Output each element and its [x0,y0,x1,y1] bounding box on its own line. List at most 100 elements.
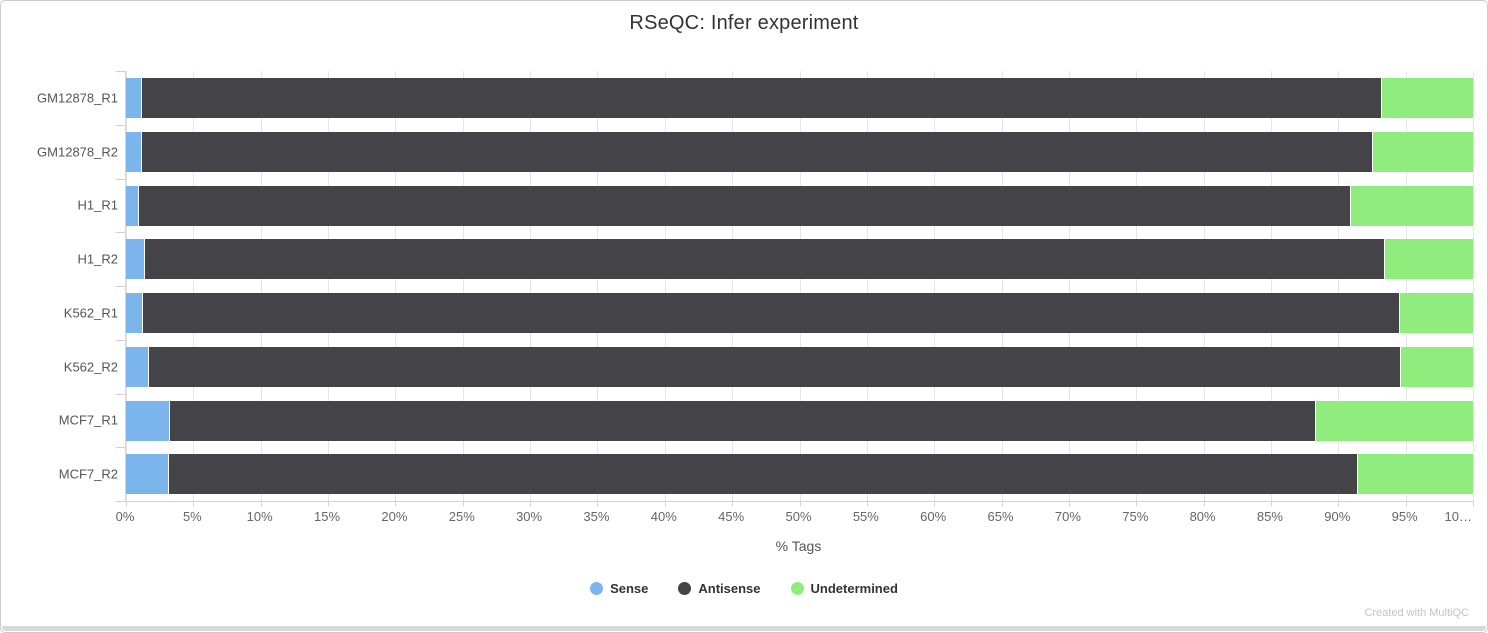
x-axis-tick-label: 35% [583,509,610,524]
gridline [328,71,330,501]
bar-segment-sense[interactable] [126,78,141,118]
x-axis-tick-label: 75% [1122,509,1149,524]
bar-segment-undetermined[interactable] [1384,239,1473,280]
bar-segment-sense[interactable] [126,185,139,226]
gridline [260,71,262,501]
legend-label: Sense [610,581,649,596]
y-axis-tick [116,178,126,180]
bar-segment-sense[interactable] [126,239,144,280]
x-axis-tick [866,501,868,506]
gridline [934,71,936,501]
bar-segment-undetermined[interactable] [1381,78,1473,118]
gridline [462,71,464,501]
gridline [1001,71,1003,501]
x-axis-tick [530,501,532,506]
bar-segment-undetermined[interactable] [1398,293,1473,333]
x-axis-tick [1068,501,1070,506]
x-axis-tick [1405,501,1407,506]
x-axis-tick [1001,501,1003,506]
legend-label: Antisense [698,581,761,596]
y-axis-tick [116,393,126,395]
bar-segment-antisense[interactable] [147,346,1401,387]
bar-segment-sense[interactable] [126,454,168,495]
stacked-bar [126,293,1473,333]
x-axis-tick-label: 10% [246,509,273,524]
y-axis-category-label: GM12878_R2 [37,144,118,160]
bar-row: K562_R2 [64,339,1473,394]
x-axis-tick [1136,501,1138,506]
bar-segment-undetermined[interactable] [1315,400,1473,441]
x-axis-tick [328,501,330,506]
bar-segment-antisense[interactable] [140,78,1382,118]
stacked-bar [126,346,1473,387]
x-axis-tick [799,501,801,506]
legend-item-sense[interactable]: Sense [590,581,648,596]
gridline [597,71,599,501]
multiqc-credit: Created with MultiQC [1364,607,1469,619]
x-axis-tick [664,501,666,506]
bar-segment-antisense[interactable] [143,239,1385,280]
gridline [395,71,397,501]
x-axis-tick [1270,501,1272,506]
bar-segment-sense[interactable] [126,346,148,387]
gridline [1473,71,1474,501]
y-axis-tick [116,339,126,341]
y-axis-tick [116,447,126,449]
gridline [530,71,532,501]
gridline [1068,71,1070,501]
bar-segment-antisense[interactable] [167,454,1358,495]
stacked-bar [126,454,1473,495]
x-axis-tick [732,501,734,506]
x-axis-tick [934,501,936,506]
gridline [193,71,195,501]
bar-segment-undetermined[interactable] [1371,131,1473,172]
bar-segment-antisense[interactable] [169,400,1316,441]
y-axis-tick [116,124,126,126]
bar-segment-antisense[interactable] [138,185,1351,226]
y-axis-category-label: H1_R1 [77,197,118,213]
bar-segment-sense[interactable] [126,400,170,441]
y-axis-category-label: MCF7_R1 [58,412,118,428]
x-axis-tick [1338,501,1340,506]
x-axis-tick [597,501,599,506]
bar-segment-sense[interactable] [126,293,143,333]
legend-item-undetermined[interactable]: Undetermined [790,581,898,596]
gridline [732,71,734,501]
gridline [799,71,801,501]
y-axis-tick [116,232,126,234]
legend-marker-icon [790,582,804,595]
x-axis-tick-labels: 0% 5% 10% 15% 20% 25% 30% 35% 40% 45% 50% 55% 60% 65%… [116,509,1472,527]
y-axis-tick [116,286,126,287]
bar-segment-undetermined[interactable] [1400,346,1473,387]
bar-segment-antisense[interactable] [140,131,1372,172]
x-axis-tick-label: 40% [650,509,677,524]
x-axis-tick-label: 95% [1391,509,1418,524]
x-axis-tick-label: 55% [852,509,879,524]
gridline [1203,71,1205,501]
bar-segment-undetermined[interactable] [1357,454,1473,495]
bar-row: GM12878_R1 [37,71,1473,125]
legend-item-antisense[interactable]: Antisense [678,581,761,596]
bar-segment-undetermined[interactable] [1350,185,1473,226]
stacked-bar [126,78,1473,118]
horizontal-scrollbar[interactable] [2,626,1486,631]
y-axis-category-label: MCF7_R2 [58,466,118,482]
gridline [1405,71,1407,501]
x-axis-tick [260,501,262,506]
bar-row: MCF7_R1 [59,393,1473,448]
bar-segment-sense[interactable] [126,131,141,172]
stacked-bar [126,239,1473,280]
legend-label: Undetermined [810,581,898,596]
bar-segment-antisense[interactable] [142,293,1399,333]
x-axis-tick-label: 5% [182,509,202,524]
y-axis-category-label: K562_R2 [63,359,118,375]
plot-area: GM12878_R1 GM12878_R2 H1_R1 H1_R2 K562_R1 K56… [37,71,1474,506]
x-axis-tick-label: 70% [1054,509,1081,524]
stacked-bar [126,400,1473,441]
x-axis-title: % Tags [775,538,822,554]
x-axis-tick-label: 65% [987,509,1014,524]
stacked-bar [126,185,1473,226]
x-axis-tick [1473,501,1474,506]
legend: Sense Antisense Undetermined [1,581,1487,596]
